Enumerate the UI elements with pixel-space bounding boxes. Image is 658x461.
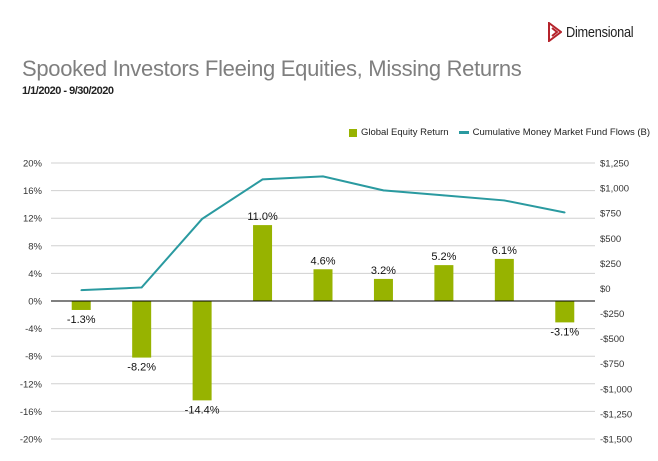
y-right-tick-label: -$1,500 [600,435,632,446]
y-left-tick-label: -20% [20,435,43,446]
y-right-tick-label: -$1,000 [600,384,632,395]
brand-logo: Dimensional [548,22,645,42]
bar-equity-return [494,258,514,301]
chart-title: Spooked Investors Fleeing Equities, Miss… [22,56,522,81]
y-left-tick-label: 16% [23,186,43,197]
chart-subtitle: 1/1/2020 - 9/30/2020 [22,85,114,97]
bar-equity-return [192,301,212,401]
line-point [563,211,566,214]
bar-data-label: 3.2% [371,265,396,277]
y-left-tick-label: 0% [28,297,42,308]
bar-equity-return [434,265,454,301]
line-point [382,189,385,192]
legend-label-flows: Cumulative Money Market Fund Flows (B) [472,127,650,138]
bar-data-label: 5.2% [431,251,456,263]
brand-name: Dimensional [566,23,634,41]
bar-data-label: -14.4% [185,404,220,416]
line-point [322,175,324,178]
bar-data-label: -8.2% [127,362,156,374]
y-right-tick-label: $1,250 [600,159,629,170]
y-right-tick-label: $750 [600,209,621,220]
dimensional-logo-icon [548,22,562,42]
y-left-tick-label: 12% [23,214,43,225]
y-right-tick-label: $0 [600,284,611,295]
legend: Global Equity Return Cumulative Money Ma… [348,127,650,138]
bar-equity-return [555,301,575,323]
bar-data-label: 11.0% [247,211,278,223]
bar-data-label: -3.1% [550,326,579,338]
y-right-tick-label: -$250 [600,309,624,320]
bar-equity-return [253,225,273,301]
bar-equity-return [313,269,333,301]
line-point [80,289,83,291]
y-left-tick-label: -4% [25,324,42,335]
y-right-tick-label: -$1,250 [600,409,632,420]
y-left-tick-label: -12% [20,379,43,390]
line-point [443,194,445,197]
legend-label-equity: Global Equity Return [360,127,449,138]
y-right-tick-label: -$500 [600,334,624,345]
y-right-tick-label: $500 [600,234,621,245]
legend-swatch-equity [348,128,357,137]
y-left-tick-label: 4% [28,269,42,280]
bar-data-label: -1.3% [67,314,96,326]
y-left-tick-label: -8% [25,352,42,363]
line-point [503,199,506,202]
legend-swatch-flows [458,131,469,134]
y-right-tick-label: -$750 [600,359,624,370]
y-left-tick-label: 8% [28,241,42,252]
line-point [140,286,143,289]
bar-equity-return [132,301,152,358]
bar-equity-return [373,278,393,301]
y-left-tick-label: 20% [23,159,43,170]
bar-data-label: 6.1% [492,245,517,257]
y-right-tick-label: $250 [600,259,621,270]
line-point [261,178,264,181]
y-right-tick-label: $1,000 [600,184,629,195]
y-left-tick-label: -16% [20,407,43,418]
bar-data-label: 4.6% [310,255,335,267]
line-point [201,218,203,220]
bar-equity-return [71,301,91,310]
